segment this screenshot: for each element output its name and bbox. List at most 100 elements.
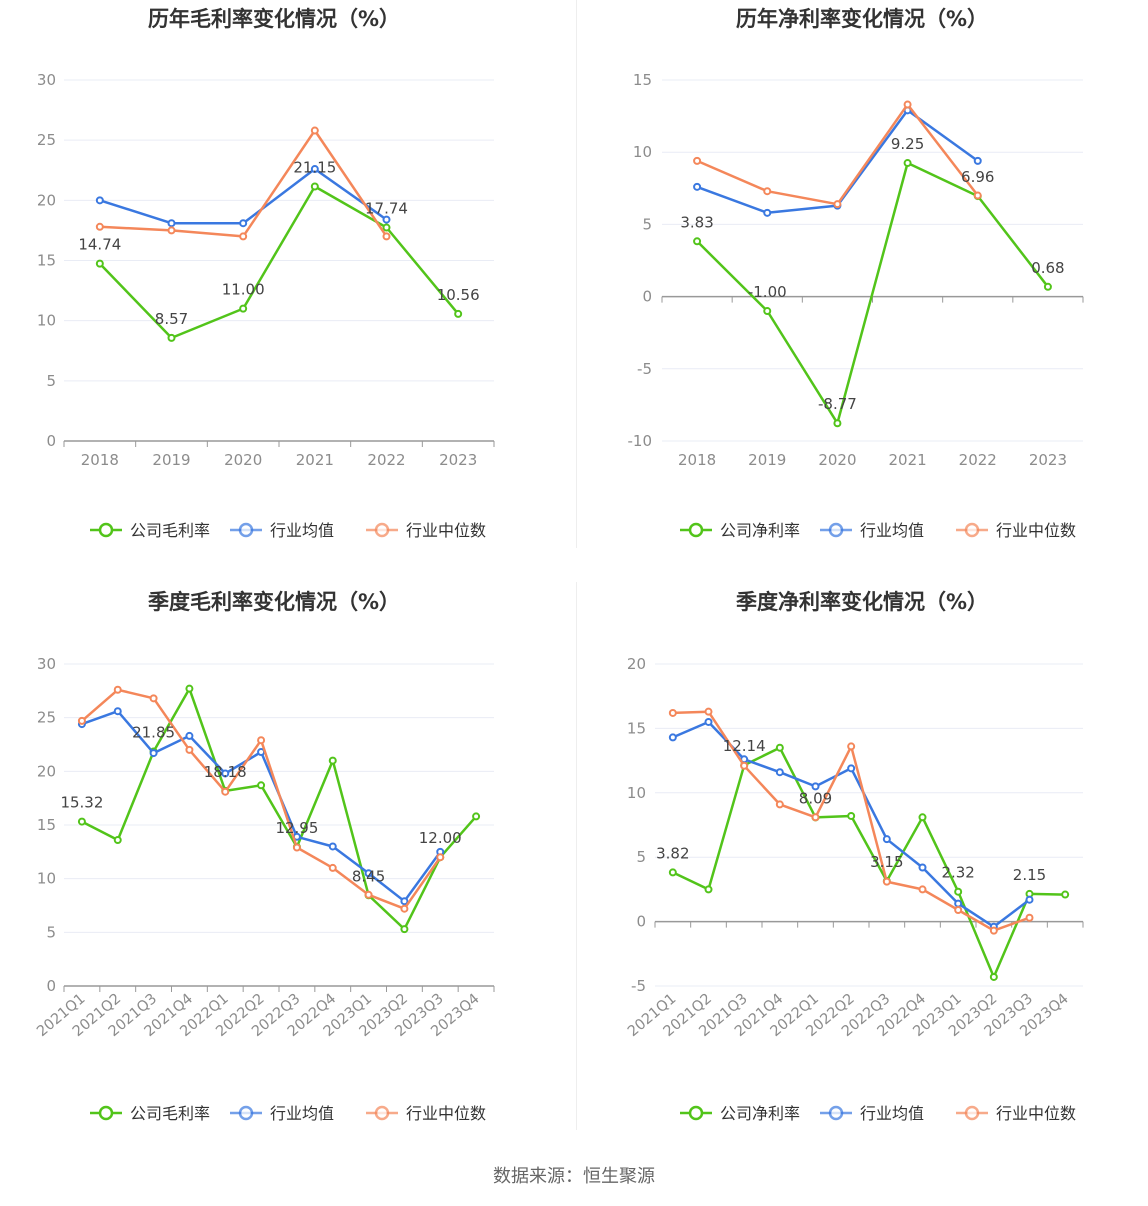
x-tick-label: 2019: [748, 451, 786, 469]
data-point-avg: [763, 208, 772, 217]
data-point-avg: [310, 165, 319, 174]
data-point-median: [1025, 913, 1034, 922]
data-point-median: [221, 787, 230, 796]
x-tick-label: 2022: [959, 451, 997, 469]
legend-item-company[interactable]: 公司净利率: [680, 1104, 800, 1123]
data-point-avg: [704, 717, 713, 726]
data-point-avg: [221, 769, 230, 778]
legend-item-median[interactable]: 行业中位数: [366, 1104, 486, 1123]
legend-item-company[interactable]: 公司毛利率: [90, 521, 210, 540]
legend-item-median[interactable]: 行业中位数: [366, 521, 486, 540]
data-point-company: [775, 743, 784, 752]
legend-item-company[interactable]: 公司净利率: [680, 521, 800, 540]
data-point-company: [113, 836, 122, 845]
chart-panel-4: 季度净利率变化情况（%）-5051015202021Q12021Q22021Q3…: [625, 590, 1084, 1123]
legend-item-company[interactable]: 公司毛利率: [90, 1104, 210, 1123]
legend-marker-icon: [98, 1105, 114, 1121]
legend-item-avg[interactable]: 行业均值: [230, 1104, 334, 1123]
y-tick-label: -5: [631, 977, 646, 995]
legend-item-median[interactable]: 行业中位数: [956, 521, 1076, 540]
data-point-median: [833, 200, 842, 209]
legend-label: 行业均值: [270, 1104, 334, 1123]
y-tick-label: 5: [642, 215, 652, 233]
data-point-median: [763, 187, 772, 196]
legend-label: 行业均值: [860, 521, 924, 540]
y-tick-label: 15: [37, 252, 56, 270]
data-point-avg: [364, 869, 373, 878]
data-point-company: [763, 307, 772, 316]
data-point-avg: [954, 899, 963, 908]
data-label: 6.96: [961, 168, 994, 186]
data-point-avg: [847, 764, 856, 773]
legend-label: 公司净利率: [720, 1104, 800, 1123]
data-label: 17.74: [365, 200, 408, 218]
series-line-company: [672, 746, 1066, 979]
data-point-avg: [693, 182, 702, 191]
data-point-median: [149, 694, 158, 703]
legend-label: 行业中位数: [996, 1104, 1076, 1123]
x-tick-label: 2020: [224, 451, 262, 469]
legend-marker-icon: [964, 522, 980, 538]
y-tick-label: 15: [37, 816, 56, 834]
data-point-median: [436, 853, 445, 862]
data-point-avg: [328, 842, 337, 851]
data-label: 14.74: [78, 236, 121, 254]
legend-marker-icon: [238, 522, 254, 538]
data-point-avg: [400, 897, 409, 906]
data-point-median: [364, 890, 373, 899]
y-tick-label: 0: [46, 432, 56, 450]
data-label: 3.83: [680, 213, 713, 231]
data-point-median: [847, 742, 856, 751]
series-line-avg: [99, 167, 388, 225]
data-point-median: [185, 745, 194, 754]
x-tick-label: 2018: [678, 451, 716, 469]
data-point-median: [382, 232, 391, 241]
data-point-company: [954, 887, 963, 896]
data-point-median: [882, 877, 891, 886]
data-point-median: [310, 126, 319, 135]
legend-item-avg[interactable]: 行业均值: [820, 1104, 924, 1123]
legend-item-avg[interactable]: 行业均值: [820, 521, 924, 540]
data-label: 12.14: [723, 737, 766, 755]
data-point-avg: [382, 215, 391, 224]
data-label: 21.85: [132, 723, 175, 741]
data-point-company: [167, 333, 176, 342]
chart-panel-3: 季度毛利率变化情况（%）0510152025302021Q12021Q22021…: [34, 590, 495, 1123]
data-point-company: [400, 925, 409, 934]
data-point-median: [292, 843, 301, 852]
y-tick-label: 15: [633, 71, 652, 89]
data-point-company: [239, 304, 248, 313]
legend-label: 公司毛利率: [130, 521, 210, 540]
legend-label: 行业均值: [270, 521, 334, 540]
y-tick-label: 10: [37, 312, 56, 330]
data-point-median: [704, 707, 713, 716]
data-label: 3.82: [656, 844, 689, 862]
legend-item-avg[interactable]: 行业均值: [230, 521, 334, 540]
x-tick-label: 2022: [367, 451, 405, 469]
data-point-company: [1043, 282, 1052, 291]
legend-marker-icon: [964, 1105, 980, 1121]
data-label: 3.15: [870, 853, 903, 871]
series-line-company: [696, 161, 1049, 425]
data-label: 9.25: [891, 135, 924, 153]
legend-marker-icon: [688, 522, 704, 538]
y-tick-label: 30: [37, 71, 56, 89]
panel-divider-top: [576, 0, 577, 548]
chart-panel-1: 历年毛利率变化情况（%） 0 5 10 15 20 25 30 2018 2019 2020 2021…: [37, 7, 495, 540]
legend-item-median[interactable]: 行业中位数: [956, 1104, 1076, 1123]
y-tick-label: 30: [37, 655, 56, 673]
data-point-avg: [775, 768, 784, 777]
data-point-median: [775, 800, 784, 809]
y-tick-label: 25: [37, 709, 56, 727]
data-label: 2.15: [1013, 866, 1046, 884]
data-point-company: [382, 223, 391, 232]
legend-marker-icon: [374, 522, 390, 538]
legend-marker-icon: [828, 1105, 844, 1121]
y-tick-label: -5: [637, 360, 652, 378]
data-point-company: [847, 811, 856, 820]
data-label: 8.57: [155, 310, 188, 328]
data-source-note: 数据来源：恒生聚源: [493, 1166, 655, 1187]
series-line-company: [81, 687, 478, 931]
data-point-avg: [668, 733, 677, 742]
legend-marker-icon: [238, 1105, 254, 1121]
